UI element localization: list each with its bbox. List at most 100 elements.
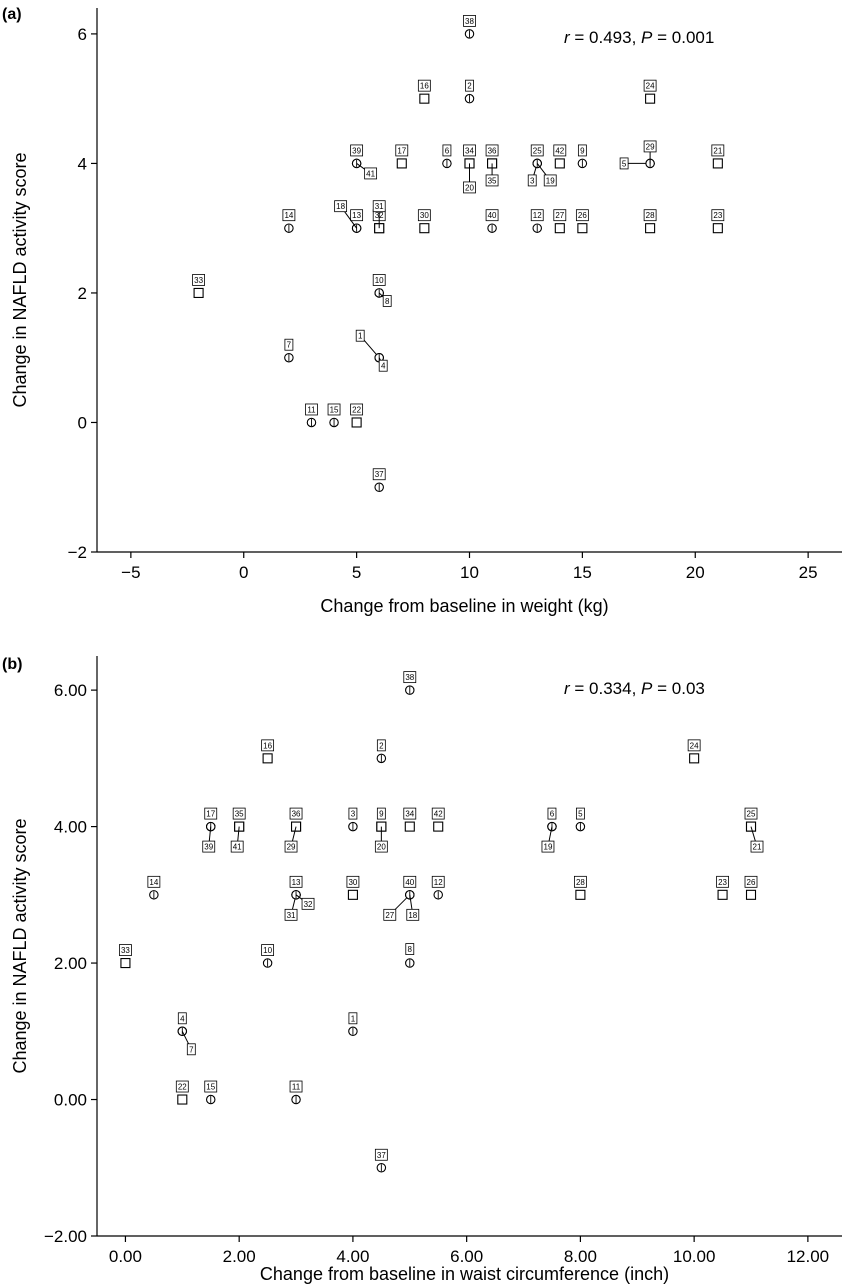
- point-label-box: [395, 144, 409, 157]
- data-point-24: 24: [687, 739, 701, 764]
- point-label-box: [350, 209, 364, 222]
- point-label: 22: [178, 1083, 187, 1092]
- data-point-14: 14: [147, 875, 161, 900]
- data-point-15: 15: [327, 403, 341, 428]
- point-label: 18: [408, 911, 417, 920]
- data-point-31: 31: [372, 200, 386, 234]
- point-label: 42: [555, 146, 564, 155]
- point-label: 13: [352, 211, 361, 220]
- point-label: 27: [385, 911, 394, 920]
- x-tick-label: 0.00: [109, 1247, 142, 1266]
- data-point-23: 23: [711, 209, 725, 234]
- point-label: 38: [465, 17, 474, 26]
- y-tick-label: 4.00: [54, 818, 87, 837]
- point-label-box: [417, 209, 431, 222]
- y-axis-title: Change in NAFLD activity score: [10, 152, 30, 407]
- point-label-box: [204, 1080, 218, 1093]
- data-point-7: 7: [284, 338, 294, 363]
- x-tick-label: 10.00: [673, 1247, 716, 1266]
- point-label: 12: [434, 878, 443, 887]
- point-label: 34: [405, 810, 414, 819]
- data-point-24: 24: [643, 79, 657, 104]
- point-label: 20: [377, 843, 386, 852]
- point-label: 21: [753, 843, 762, 852]
- point-label: 19: [544, 843, 553, 852]
- data-point-39: 39: [202, 821, 216, 853]
- point-label-box: [577, 144, 587, 157]
- data-point-16: 16: [417, 79, 431, 104]
- point-label-box: [530, 209, 544, 222]
- point-label: 4: [381, 362, 386, 371]
- point-label-box: [186, 1043, 196, 1056]
- point-label: 2: [467, 82, 472, 91]
- point-label-box: [575, 807, 585, 820]
- point-label-box: [372, 274, 386, 286]
- panel-b-scatter-plot: 0.00 2.00 4.00 6.00 8.00 10.00 12.00−2.000.002…: [2, 656, 842, 1284]
- point-label-box: [284, 908, 298, 921]
- point-marker-square: [554, 223, 565, 234]
- x-tick-label: 2.00: [223, 1247, 256, 1266]
- point-marker-square: [177, 1094, 188, 1105]
- point-label: 24: [646, 82, 655, 91]
- x-axis-title: Change from baseline in weight (kg): [320, 596, 608, 616]
- point-marker-square: [193, 287, 204, 299]
- point-label: 40: [405, 878, 414, 887]
- point-label-box: [406, 908, 420, 921]
- y-tick-label: 2.00: [54, 954, 87, 973]
- point-label: 15: [330, 405, 339, 414]
- data-point-27: 27: [553, 209, 567, 234]
- point-label-box: [350, 403, 364, 416]
- point-label: 29: [287, 843, 296, 852]
- point-label-box: [346, 875, 360, 888]
- point-label-box: [177, 1012, 187, 1025]
- point-label-box: [327, 403, 341, 416]
- panel-letter: (a): [2, 6, 22, 23]
- data-point-28: 28: [573, 875, 587, 900]
- point-label: 9: [580, 146, 585, 155]
- point-label: 11: [307, 405, 316, 414]
- point-label: 18: [336, 202, 345, 211]
- x-tick-label: 12.00: [787, 1247, 830, 1266]
- data-point-28: 28: [643, 209, 657, 234]
- point-label: 36: [488, 146, 497, 155]
- point-label-box: [553, 209, 567, 222]
- data-point-12: 12: [530, 209, 544, 233]
- data-point-9: 9: [577, 144, 588, 169]
- data-point-37: 37: [374, 1148, 388, 1173]
- point-marker-square: [404, 821, 415, 832]
- data-point-6: 6: [442, 144, 452, 169]
- x-tick-label: 5: [352, 563, 361, 582]
- point-label-box: [348, 807, 358, 820]
- data-point-8: 8: [374, 288, 392, 307]
- point-label-box: [543, 174, 557, 187]
- point-label-box: [575, 209, 589, 222]
- point-label-box: [619, 157, 629, 170]
- point-label-box: [289, 1080, 303, 1093]
- point-label-box: [463, 15, 476, 27]
- point-marker-square: [347, 889, 358, 900]
- data-point-2: 2: [376, 739, 387, 764]
- point-label-box: [284, 338, 294, 351]
- data-point-4: 4: [374, 352, 388, 372]
- data-point-19: 19: [532, 158, 557, 187]
- data-point-30: 30: [346, 875, 360, 900]
- data-point-2: 2: [464, 79, 475, 104]
- x-tick-label: 0: [239, 563, 248, 582]
- point-label-box: [119, 944, 132, 956]
- data-point-7: 7: [177, 1026, 196, 1056]
- x-tick-label: 25: [799, 563, 818, 582]
- point-label: 10: [375, 276, 384, 285]
- data-point-38: 38: [463, 15, 476, 39]
- point-label: 29: [646, 142, 655, 151]
- point-label-box: [284, 840, 298, 853]
- data-point-41: 41: [351, 158, 378, 180]
- data-point-3: 3: [348, 807, 358, 832]
- x-tick-label: 15: [573, 563, 592, 582]
- point-label: 17: [206, 810, 215, 819]
- point-label-box: [744, 807, 758, 820]
- data-point-42: 42: [553, 144, 567, 169]
- point-label-box: [643, 79, 657, 92]
- point-label: 19: [546, 176, 555, 185]
- point-label-box: [405, 943, 415, 955]
